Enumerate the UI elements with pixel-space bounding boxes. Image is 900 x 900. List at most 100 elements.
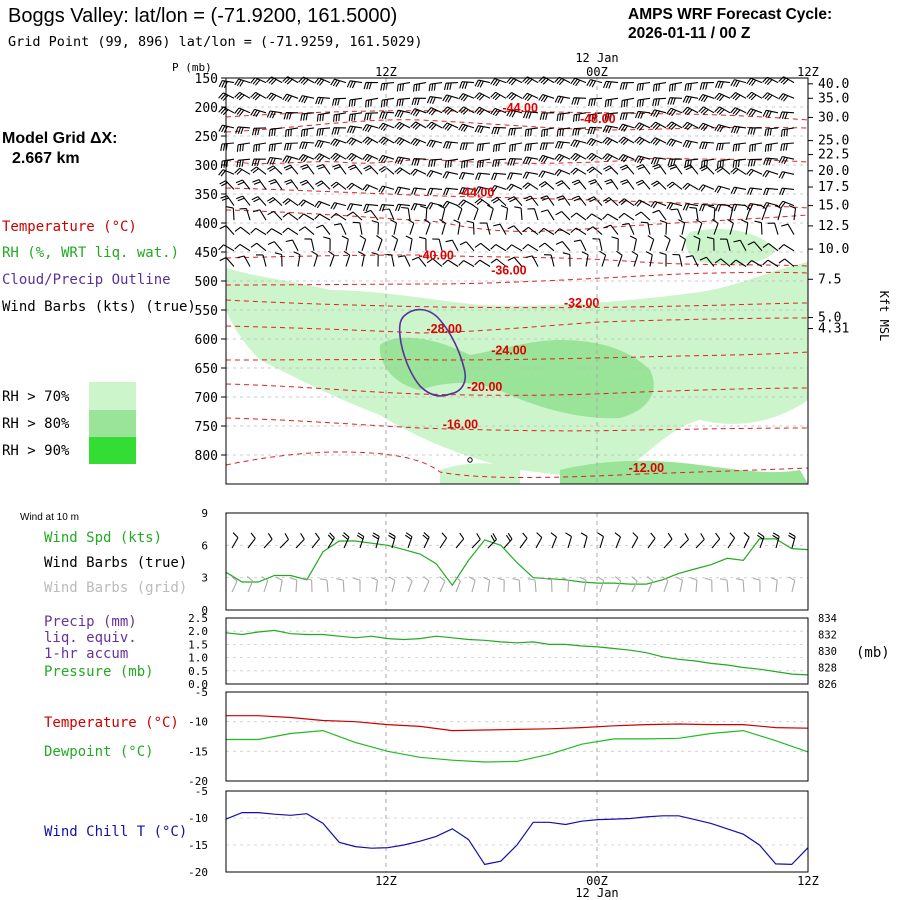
wind-barb <box>588 179 603 190</box>
wind-barb <box>614 532 622 549</box>
wind-barb <box>586 213 603 221</box>
wind-barb <box>670 208 683 221</box>
wind-barb <box>300 127 315 137</box>
rh-legend-70: RH > 70% <box>2 389 70 405</box>
legend-liq-equiv: liq. equiv. <box>44 630 137 646</box>
wind-barb <box>661 576 669 593</box>
pressure-tick-label-right: 832 <box>818 630 837 642</box>
y-tick-label: 1.5 <box>188 638 208 651</box>
wind-barb <box>250 108 267 118</box>
wind-barb <box>439 218 446 235</box>
wind-barb <box>666 121 683 130</box>
wind-barb <box>411 256 427 267</box>
wind-barb <box>419 205 428 221</box>
wind-barb <box>474 259 491 267</box>
wind-barb <box>250 166 267 175</box>
wind-barb <box>634 199 651 207</box>
y-tick-label: -5 <box>195 686 208 699</box>
wind-barb <box>663 532 673 549</box>
wind-barb <box>426 96 443 105</box>
panel-frame <box>225 512 809 611</box>
height-tick-label: 15.0 <box>818 199 849 214</box>
wind-barb <box>634 136 651 146</box>
wind-barb <box>334 223 347 235</box>
wind-barb <box>555 240 571 252</box>
wind-barb <box>588 112 603 122</box>
pressure-tick-label: 500 <box>195 275 218 290</box>
wind-barb <box>684 82 699 91</box>
wind-barb <box>226 206 235 221</box>
wind-barb <box>298 76 315 85</box>
wind-barb <box>479 222 491 235</box>
wind-barb <box>491 126 507 135</box>
wind-barb <box>218 106 235 116</box>
wind-barb <box>756 532 765 549</box>
wind-barb <box>388 576 396 593</box>
wind-barb <box>571 195 587 206</box>
wind-barb <box>442 171 459 179</box>
wind-barb <box>522 182 539 190</box>
wind-barb <box>362 184 379 192</box>
wind-barb <box>621 97 635 108</box>
wind-barb <box>780 127 795 137</box>
wind-barb <box>346 152 363 162</box>
wind-barb <box>678 219 686 235</box>
wind-barb <box>284 179 299 190</box>
wind-barb <box>251 127 267 136</box>
wind-barb <box>490 91 507 101</box>
wind-barb <box>556 127 571 137</box>
wind-barb <box>714 166 731 175</box>
wind-barb <box>570 152 587 162</box>
wind-barb <box>550 532 558 549</box>
wind-barb <box>788 532 796 549</box>
wind-barb <box>234 243 251 252</box>
wind-barb <box>300 164 315 175</box>
height-tick-label: 7.5 <box>818 272 841 287</box>
wind-barb <box>699 256 715 267</box>
wind-barb <box>455 204 463 221</box>
wind-barb <box>372 532 380 549</box>
wind-barb <box>690 577 698 593</box>
wind-barb <box>602 137 619 146</box>
bottom-time-label-00z: 00Z <box>586 874 608 888</box>
wind-barb <box>346 203 363 211</box>
wind-barb <box>716 158 731 169</box>
model-grid-label: Model Grid ΔX: <box>2 130 118 147</box>
height-tick-label: 30.0 <box>818 110 849 125</box>
wind-barb <box>659 252 667 267</box>
wind-barb <box>698 106 715 115</box>
wind-barb <box>634 155 651 164</box>
wind-barb <box>267 197 283 207</box>
wind-barb <box>394 137 411 146</box>
forecast-cycle-label: AMPS WRF Forecast Cycle: <box>628 6 832 23</box>
wind-barb <box>391 235 399 251</box>
wind-barb <box>523 195 539 206</box>
wind-barb <box>586 226 603 236</box>
wind-barb <box>266 76 283 85</box>
wind-barb <box>781 223 795 235</box>
wind-barb <box>554 141 571 149</box>
wind-barb <box>699 141 715 150</box>
wind-barb <box>732 142 747 152</box>
wind-barb <box>234 226 251 236</box>
wind-barb <box>268 127 283 137</box>
wind-barb <box>491 197 507 207</box>
wind-barb <box>727 532 736 549</box>
wind-barb <box>746 91 763 101</box>
wind-barb <box>699 165 715 175</box>
wind-barb <box>410 203 427 211</box>
wind-barb <box>364 209 379 221</box>
wind-barb <box>432 238 443 251</box>
wind-barb <box>743 532 750 549</box>
wind-barb <box>299 141 315 150</box>
wind-barb <box>346 125 363 134</box>
wind-barb <box>726 204 734 221</box>
wind-barb <box>711 532 721 549</box>
wind-barb <box>682 121 699 131</box>
wind-barb <box>730 79 747 88</box>
wind-barb <box>443 82 459 91</box>
wind-barb <box>573 239 587 252</box>
bottom-date-label: 12 Jan <box>575 886 618 900</box>
wind-barb <box>538 242 555 252</box>
wind-barb <box>237 255 251 267</box>
